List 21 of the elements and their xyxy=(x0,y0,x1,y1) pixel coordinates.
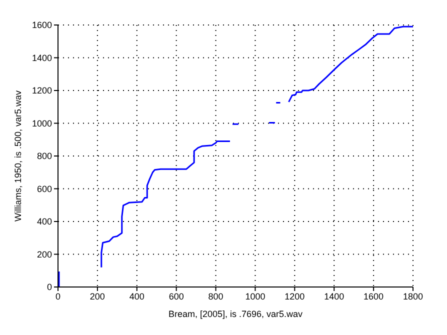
x-tick-label: 1200 xyxy=(284,291,305,302)
x-tick-label: 600 xyxy=(168,291,184,302)
x-tick-label: 1000 xyxy=(245,291,266,302)
y-tick-label: 1000 xyxy=(32,118,52,128)
x-tick-label: 800 xyxy=(208,291,224,302)
x-tick-label: 1400 xyxy=(324,291,344,302)
y-tick-label: 1600 xyxy=(32,20,52,30)
y-tick-label: 0 xyxy=(46,282,52,292)
x-tick-label: 1800 xyxy=(402,291,424,302)
x-tick-label: 1600 xyxy=(364,291,384,302)
y-tick-label: 600 xyxy=(36,184,52,194)
y-tick-label: 400 xyxy=(36,216,52,227)
y-tick-label: 200 xyxy=(36,249,52,260)
x-tick-label: 400 xyxy=(129,291,144,302)
x-axis-title: Bream, [2005], is .7696, var5.wav xyxy=(168,309,304,319)
y-tick-label: 1400 xyxy=(32,52,52,63)
x-tick-label: 0 xyxy=(55,291,61,302)
y-axis-title: Williams, 1950, is .500, var5.wav xyxy=(13,90,24,222)
x-tick-label: 200 xyxy=(90,291,105,302)
y-tick-label: 1200 xyxy=(32,86,52,96)
y-tick-label: 800 xyxy=(36,151,52,162)
